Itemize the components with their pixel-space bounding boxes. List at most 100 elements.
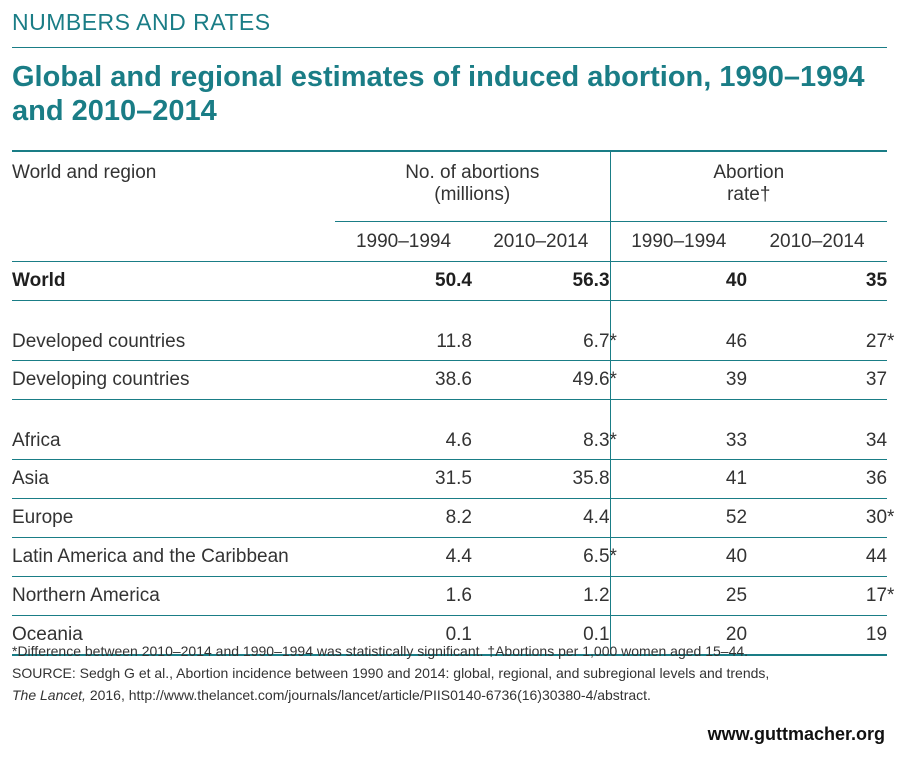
value-text: 4.4 [583,507,610,528]
value-text: 8.3 * [583,430,617,451]
value-text: 25 [725,585,748,606]
value-text: 39 [725,369,748,390]
value-cell: 40 [609,261,748,301]
value-cell: 19 [747,615,888,656]
value-cell: 1.6 [335,576,472,616]
value-cell: 4.4 [472,498,611,538]
abortions-header-line1: No. of abortions [405,162,540,183]
abortion-estimates-table: World and region No. of abortions (milli… [12,150,895,656]
value-cell: 0.1 [335,615,472,656]
period-header: 2010–2014 [747,221,888,262]
abortions-group-header: No. of abortions (millions) [335,150,611,222]
region-label: World [12,261,335,301]
website-url[interactable]: www.guttmacher.org [707,724,885,744]
table-row: Asia 31.5 35.8 41 36 [12,459,888,499]
value-cell: 11.8 [335,300,472,361]
value-text: 4.4 [445,546,472,567]
value-cell: 6.5 * [472,537,617,577]
significance-mark: * [609,331,617,352]
value-text: 49.6 * [572,369,617,390]
value-text: 17 * [865,585,895,606]
value-text: 50.4 [435,270,472,291]
period-header: 1990–1994 [335,221,472,262]
value-cell: 39 [609,360,748,400]
value-text: 1.2 [583,585,610,606]
table-row: Northern America 1.6 1.2 25 17 * [12,576,895,616]
region-label: Oceania [12,615,335,656]
table-notes: *Difference between 2010–2014 and 1990–1… [12,640,892,706]
value-cell: 49.6 * [472,360,617,400]
value-cell: 31.5 [335,459,472,499]
value-cell: 4.4 [335,537,472,577]
region-column-header: World and region [12,150,335,222]
value-cell: 0.1 [472,615,611,656]
significance-mark: * [887,585,895,606]
value-text: 40 [725,270,748,291]
period-header: 1990–1994 [609,221,748,262]
significance-mark: * [887,507,895,528]
region-label: Northern America [12,576,335,616]
value-cell: 25 [609,576,748,616]
value-cell: 52 [609,498,748,538]
table-row: Latin America and the Caribbean 4.4 6.5 * 40… [12,537,888,577]
region-label: Asia [12,459,335,499]
value-text: 31.5 [435,468,472,489]
value-text: 4.6 [445,430,472,451]
period-header-blank [12,222,335,262]
value-cell: 46 [609,300,748,361]
value-text: 34 [865,430,888,451]
value-text: 33 [725,430,748,451]
rate-header-line2: rate† [727,184,771,205]
value-text: 56.3 [572,270,610,291]
table-row: Developed countries 11.8 6.7 * 46 27 * [12,300,895,361]
value-text: 35 [865,270,888,291]
region-label: Developing countries [12,360,335,400]
significance-mark: * [609,546,617,567]
value-cell: 4.6 [335,399,472,460]
value-cell: 56.3 [472,261,611,301]
value-cell: 34 [747,399,888,460]
abortions-header-line2: (millions) [434,184,511,205]
value-cell: 35 [747,261,888,301]
value-cell: 37 [747,360,888,400]
value-cell: 17 * [747,576,895,616]
value-text: 19 [865,624,888,645]
value-text: 44 [865,546,888,567]
table-row: Oceania 0.1 0.1 20 19 [12,615,888,656]
period-header: 2010–2014 [472,221,611,262]
value-text: 41 [725,468,748,489]
value-text: 6.7 * [583,331,617,352]
value-cell: 44 [747,537,888,577]
source-prefix: SOURCE: Sedgh G et al., Abortion inciden… [12,665,770,681]
value-text: 37 [865,369,888,390]
value-text: 30 * [865,507,895,528]
value-cell: 6.7 * [472,300,617,361]
value-text: 27 * [865,331,895,352]
value-text: 35.8 [572,468,610,489]
value-cell: 27 * [747,300,895,361]
value-text: 8.2 [445,507,472,528]
significance-mark: * [609,369,617,390]
period-header-row: 1990–1994 2010–2014 1990–1994 2010–2014 [12,221,888,262]
value-text: 0.1 [445,624,472,645]
value-cell: 30 * [747,498,895,538]
rate-header-line1: Abortion [713,162,785,183]
value-cell: 38.6 [335,360,472,400]
value-text: 11.8 [436,331,472,352]
region-label: Latin America and the Caribbean [12,537,335,577]
table-header-row: World and region No. of abortions (milli… [12,150,888,222]
value-text: 36 [865,468,888,489]
region-label: Developed countries [12,300,335,361]
region-label: Africa [12,399,335,460]
table-row: World 50.4 56.3 40 35 [12,261,888,301]
value-cell: 40 [609,537,748,577]
significance-mark: * [609,430,617,451]
value-text: 38.6 [435,369,472,390]
significance-footnote: *Difference between 2010–2014 and 1990–1… [12,643,749,659]
table-row: Africa 4.6 8.3 * 33 34 [12,399,888,460]
value-text: 40 [725,546,748,567]
region-label: Europe [12,498,335,538]
value-cell: 33 [609,399,748,460]
value-cell: 20 [609,615,748,656]
value-text: 6.5 * [583,546,617,567]
